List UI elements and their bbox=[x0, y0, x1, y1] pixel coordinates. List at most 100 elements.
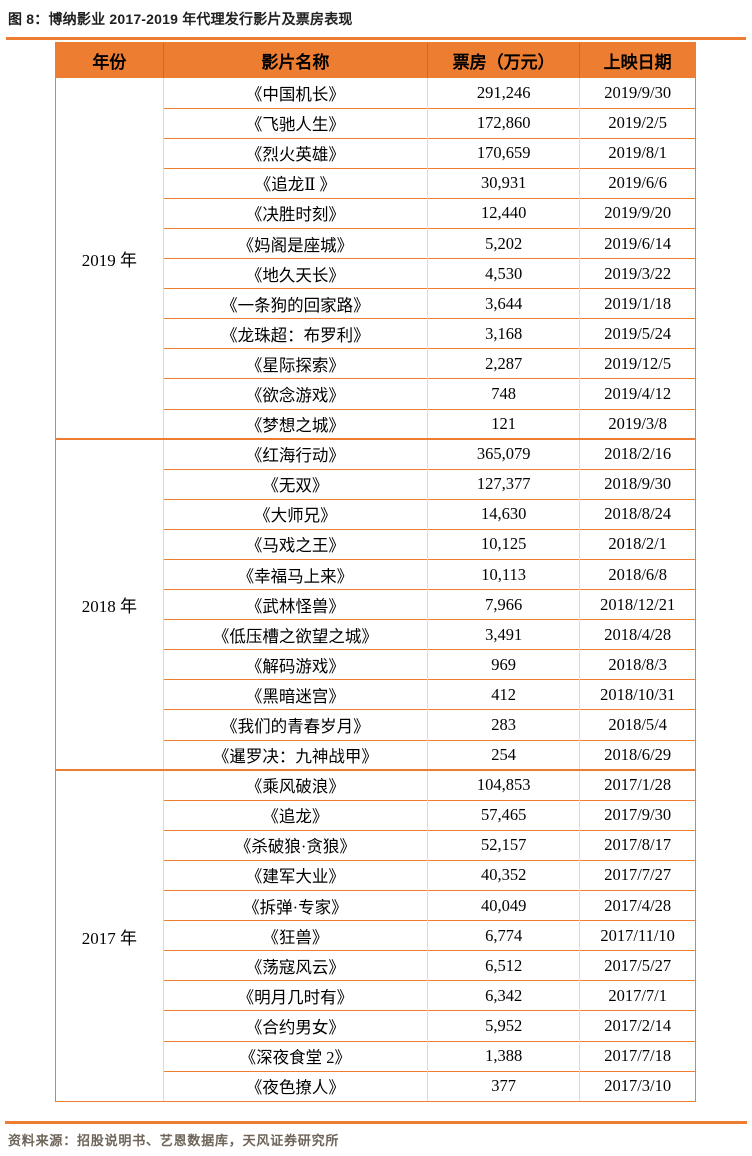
box-office-cell: 121 bbox=[427, 408, 580, 440]
box-office-cell: 127,377 bbox=[427, 468, 580, 500]
table-row: 《合约男女》 5,952 2017/2/14 bbox=[56, 1010, 695, 1041]
film-title-cell: 《妈阁是座城》 bbox=[162, 227, 428, 259]
table-row: 《妈阁是座城》 5,202 2019/6/14 bbox=[56, 227, 695, 259]
table-row: 《地久天长》 4,530 2019/3/22 bbox=[56, 258, 695, 289]
release-date-cell: 2018/9/30 bbox=[579, 468, 695, 500]
film-title-cell: 《幸福马上来》 bbox=[162, 558, 428, 590]
film-title-cell: 《地久天长》 bbox=[162, 258, 428, 289]
film-title-cell: 《低压槽之欲望之城》 bbox=[162, 619, 428, 650]
film-title-cell: 《马戏之王》 bbox=[162, 528, 428, 560]
table-row: 《武林怪兽》 7,966 2018/12/21 bbox=[56, 589, 695, 620]
release-date-cell: 2018/6/29 bbox=[579, 739, 695, 771]
table-header: 年份 影片名称 票房（万元） 上映日期 bbox=[56, 43, 695, 78]
film-title-cell: 《决胜时刻》 bbox=[162, 197, 428, 229]
release-date-cell: 2018/4/28 bbox=[579, 619, 695, 650]
table-row: 《拆弹·专家》 40,049 2017/4/28 bbox=[56, 890, 695, 921]
table-row: 《烈火英雄》 170,659 2019/8/1 bbox=[56, 137, 695, 169]
release-date-cell: 2017/11/10 bbox=[579, 920, 695, 951]
box-office-cell: 254 bbox=[427, 739, 580, 771]
box-office-cell: 377 bbox=[427, 1070, 580, 1102]
year-cell: 2019 年 bbox=[81, 250, 137, 270]
box-office-cell: 6,774 bbox=[427, 920, 580, 951]
box-office-cell: 1,388 bbox=[427, 1040, 580, 1072]
table-row: 《杀破狼·贪狼》 52,157 2017/8/17 bbox=[56, 829, 695, 861]
table-row: 《暹罗决：九神战甲》 254 2018/6/29 bbox=[56, 739, 695, 771]
release-date-cell: 2018/6/8 bbox=[579, 558, 695, 590]
box-office-cell: 2,287 bbox=[427, 348, 580, 379]
table-row: 《决胜时刻》 12,440 2019/9/20 bbox=[56, 197, 695, 229]
box-office-cell: 14,630 bbox=[427, 498, 580, 530]
table-row: 《追龙Ⅱ 》 30,931 2019/6/6 bbox=[56, 167, 695, 199]
table-row: 《梦想之城》 121 2019/3/8 bbox=[56, 408, 695, 440]
box-office-cell: 30,931 bbox=[427, 167, 580, 199]
table-row: 《欲念游戏》 748 2019/4/12 bbox=[56, 378, 695, 410]
box-office-cell: 57,465 bbox=[427, 799, 580, 831]
release-date-cell: 2017/4/28 bbox=[579, 890, 695, 921]
film-title-cell: 《夜色撩人》 bbox=[162, 1070, 428, 1102]
table-row: 《追龙》 57,465 2017/9/30 bbox=[56, 799, 695, 831]
film-title-cell: 《荡寇风云》 bbox=[162, 950, 428, 981]
film-title-cell: 《我们的青春岁月》 bbox=[162, 709, 428, 741]
film-title-cell: 《大师兄》 bbox=[162, 498, 428, 530]
film-title-cell: 《飞驰人生》 bbox=[162, 107, 428, 139]
release-date-cell: 2017/9/30 bbox=[579, 799, 695, 831]
release-date-cell: 2019/2/5 bbox=[579, 107, 695, 139]
film-title-cell: 《梦想之城》 bbox=[162, 408, 428, 440]
box-office-cell: 12,440 bbox=[427, 197, 580, 229]
release-date-cell: 2018/12/21 bbox=[579, 589, 695, 620]
year-cell: 2018 年 bbox=[56, 438, 164, 771]
film-title-cell: 《无双》 bbox=[162, 468, 428, 500]
col-header-release-date: 上映日期 bbox=[579, 43, 695, 78]
table-row: 《深夜食堂 2》 1,388 2017/7/18 bbox=[56, 1040, 695, 1072]
release-date-cell: 2018/8/3 bbox=[579, 649, 695, 680]
table-row: 《我们的青春岁月》 283 2018/5/4 bbox=[56, 709, 695, 741]
film-title-cell: 《乘风破浪》 bbox=[162, 769, 428, 801]
table-row: 《龙珠超：布罗利》 3,168 2019/5/24 bbox=[56, 318, 695, 349]
film-title-cell: 《欲念游戏》 bbox=[162, 378, 428, 410]
film-title-cell: 《星际探索》 bbox=[162, 348, 428, 379]
col-header-box-office: 票房（万元） bbox=[427, 43, 580, 78]
film-title-cell: 《解码游戏》 bbox=[162, 649, 428, 680]
box-office-cell: 52,157 bbox=[427, 829, 580, 861]
film-title-cell: 《追龙Ⅱ 》 bbox=[162, 167, 428, 199]
film-title-cell: 《追龙》 bbox=[162, 799, 428, 831]
table-row: 《低压槽之欲望之城》 3,491 2018/4/28 bbox=[56, 619, 695, 650]
release-date-cell: 2019/6/14 bbox=[579, 227, 695, 259]
table-row: 《夜色撩人》 377 2017/3/10 bbox=[56, 1070, 695, 1102]
release-date-cell: 2018/2/16 bbox=[579, 438, 695, 470]
film-title-cell: 《狂兽》 bbox=[162, 920, 428, 951]
table-row: 《飞驰人生》 172,860 2019/2/5 bbox=[56, 107, 695, 139]
box-office-cell: 748 bbox=[427, 378, 580, 410]
release-date-cell: 2017/2/14 bbox=[579, 1010, 695, 1041]
film-title-cell: 《暹罗决：九神战甲》 bbox=[162, 739, 428, 771]
release-date-cell: 2018/8/24 bbox=[579, 498, 695, 530]
col-header-year: 年份 bbox=[56, 43, 164, 78]
box-office-cell: 10,125 bbox=[427, 528, 580, 560]
table-row: 2019 年 《中国机长》 291,246 2019/9/30 bbox=[56, 78, 695, 270]
film-title-cell: 《深夜食堂 2》 bbox=[162, 1040, 428, 1072]
film-title-cell: 《武林怪兽》 bbox=[162, 589, 428, 620]
release-date-cell: 2017/7/18 bbox=[579, 1040, 695, 1072]
table-row: 《建军大业》 40,352 2017/7/27 bbox=[56, 859, 695, 891]
box-office-cell: 4,530 bbox=[427, 258, 580, 289]
release-date-cell: 2019/6/6 bbox=[579, 167, 695, 199]
year-cell: 2017 年 bbox=[56, 769, 164, 1102]
source-note: 资料来源：招股说明书、艺恩数据库，天风证券研究所 bbox=[8, 1133, 340, 1148]
box-office-cell: 172,860 bbox=[427, 107, 580, 139]
release-date-cell: 2017/1/28 bbox=[579, 769, 695, 801]
release-date-cell: 2019/12/5 bbox=[579, 348, 695, 379]
box-office-cell: 40,352 bbox=[427, 859, 580, 891]
table-row: 《星际探索》 2,287 2019/12/5 bbox=[56, 348, 695, 379]
release-date-cell: 2019/3/22 bbox=[579, 258, 695, 289]
col-header-film-title: 影片名称 bbox=[162, 43, 428, 78]
box-office-cell: 7,966 bbox=[427, 589, 580, 620]
title-divider bbox=[6, 37, 746, 40]
box-office-table: 年份 影片名称 票房（万元） 上映日期 2019 年《中国机长》 291,246 2… bbox=[56, 43, 695, 1102]
release-date-cell: 2017/7/27 bbox=[579, 859, 695, 891]
table-row: 《无双》 127,377 2018/9/30 bbox=[56, 468, 695, 500]
box-office-cell: 3,491 bbox=[427, 619, 580, 650]
box-office-cell: 170,659 bbox=[427, 137, 580, 169]
film-title-cell: 《拆弹·专家》 bbox=[162, 890, 428, 921]
box-office-cell: 6,342 bbox=[427, 980, 580, 1011]
film-title-cell: 《中国机长》 bbox=[162, 78, 428, 109]
